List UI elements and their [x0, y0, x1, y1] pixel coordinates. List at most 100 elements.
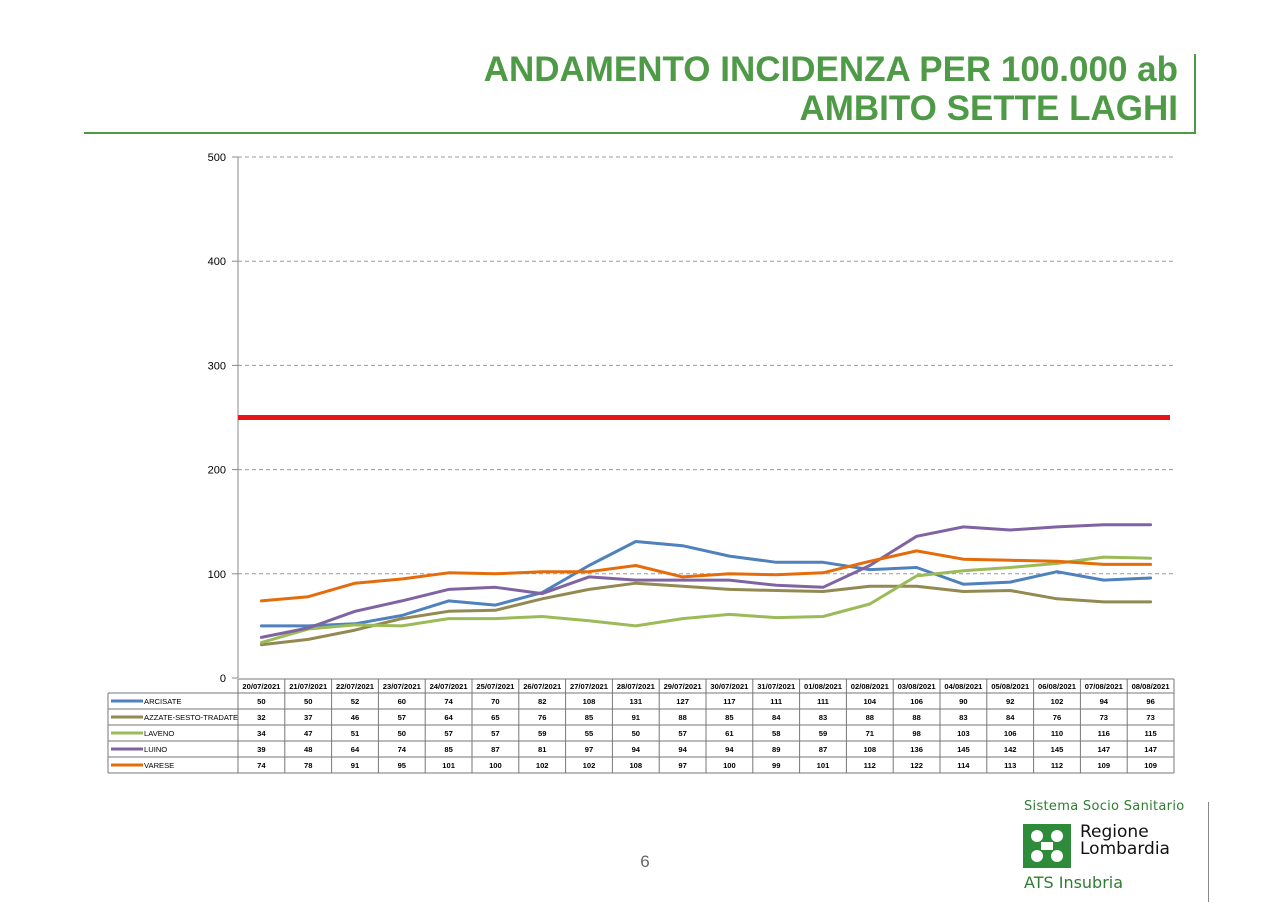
table-value: 94 [1100, 697, 1109, 706]
table-value: 61 [725, 729, 734, 738]
logo-name-line-1: Regione [1080, 822, 1149, 842]
page-number: 6 [640, 852, 650, 871]
footer-divider [1208, 802, 1209, 902]
series-line-varese [259, 549, 1153, 603]
table-value: 109 [1097, 761, 1110, 770]
table-value: 76 [1053, 713, 1061, 722]
table-value: 101 [442, 761, 455, 770]
table-value: 85 [585, 713, 594, 722]
table-value: 50 [632, 729, 640, 738]
table-value: 91 [351, 761, 360, 770]
table-value: 99 [772, 761, 780, 770]
title-vertical-bar [1194, 54, 1196, 134]
table-value: 84 [1006, 713, 1015, 722]
table-value: 104 [863, 697, 876, 706]
x-tick-label: 05/08/2021 [991, 682, 1030, 691]
table-value: 106 [910, 697, 923, 706]
table-value: 71 [866, 729, 875, 738]
x-tick-label: 03/08/2021 [898, 682, 937, 691]
table-value: 78 [304, 761, 312, 770]
table-value: 100 [723, 761, 736, 770]
table-value: 110 [1051, 729, 1063, 738]
table-value: 37 [304, 713, 312, 722]
table-value: 98 [912, 729, 920, 738]
table-value: 85 [444, 745, 453, 754]
table-value: 46 [351, 713, 359, 722]
table-value: 76 [538, 713, 546, 722]
table-value: 94 [678, 745, 687, 754]
table-value: 145 [1051, 745, 1064, 754]
table-value: 100 [489, 761, 502, 770]
series-line-arcisate [259, 540, 1153, 628]
table-value: 102 [583, 761, 596, 770]
table-value: 88 [866, 713, 874, 722]
legend-label: LAVENO [144, 729, 174, 738]
legend-label: ARCISATE [144, 697, 181, 706]
title-underline [84, 132, 1196, 134]
x-tick-label: 29/07/2021 [664, 682, 703, 691]
table-value: 58 [772, 729, 780, 738]
legend-label: AZZATE-SESTO-TRADATE [144, 713, 238, 722]
logo-name-line-2: Lombardia [1080, 839, 1170, 859]
table-value: 59 [819, 729, 827, 738]
table-value: 88 [678, 713, 686, 722]
table-value: 83 [819, 713, 827, 722]
series-line-laveno [259, 555, 1153, 645]
table-value: 64 [351, 745, 360, 754]
table-value: 83 [959, 713, 967, 722]
table-value: 85 [725, 713, 734, 722]
table-value: 52 [351, 697, 359, 706]
series-line-azzate-sesto-tradate [259, 581, 1153, 647]
table-value: 95 [398, 761, 407, 770]
series-line-luino [259, 523, 1153, 639]
table-value: 50 [398, 729, 406, 738]
table-value: 59 [538, 729, 546, 738]
table-value: 109 [1144, 761, 1157, 770]
y-tick-label-100: 100 [208, 569, 226, 581]
table-value: 113 [1004, 761, 1016, 770]
table-value: 84 [772, 713, 781, 722]
table-value: 147 [1097, 745, 1110, 754]
table-value: 32 [257, 713, 265, 722]
table-value: 94 [725, 745, 734, 754]
x-tick-label: 31/07/2021 [757, 682, 796, 691]
table-value: 136 [910, 745, 923, 754]
table-value: 102 [536, 761, 549, 770]
table-value: 142 [1004, 745, 1017, 754]
legend-label: VARESE [144, 761, 174, 770]
logo-name: Regione Lombardia [1080, 824, 1170, 858]
table-value: 147 [1144, 745, 1157, 754]
table-value: 74 [257, 761, 266, 770]
table-value: 117 [723, 697, 735, 706]
table-value: 50 [257, 697, 265, 706]
table-value: 50 [304, 697, 312, 706]
table-value: 102 [1051, 697, 1064, 706]
table-value: 87 [491, 745, 499, 754]
table-value: 87 [819, 745, 827, 754]
table-value: 91 [632, 713, 641, 722]
regione-lombardia-logo-icon [1023, 824, 1071, 868]
x-tick-label: 04/08/2021 [944, 682, 983, 691]
table-value: 39 [257, 745, 265, 754]
table-value: 57 [491, 729, 499, 738]
table-value: 57 [444, 729, 452, 738]
table-value: 111 [817, 697, 830, 706]
table-value: 64 [444, 713, 453, 722]
table-value: 90 [959, 697, 967, 706]
table-value: 57 [678, 729, 686, 738]
logo-ats-text: ATS Insubria [1024, 873, 1124, 892]
table-value: 96 [1146, 697, 1154, 706]
table-value: 82 [538, 697, 546, 706]
x-tick-label: 28/07/2021 [617, 682, 656, 691]
x-tick-label: 06/08/2021 [1038, 682, 1077, 691]
table-value: 97 [678, 761, 686, 770]
table-value: 145 [957, 745, 970, 754]
x-tick-label: 30/07/2021 [710, 682, 749, 691]
table-value: 122 [910, 761, 923, 770]
title-line-2: AMBITO SETTE LAGHI [799, 89, 1178, 128]
table-value: 74 [398, 745, 407, 754]
x-tick-label: 22/07/2021 [336, 682, 375, 691]
table-value: 73 [1146, 713, 1154, 722]
table-value: 88 [912, 713, 920, 722]
